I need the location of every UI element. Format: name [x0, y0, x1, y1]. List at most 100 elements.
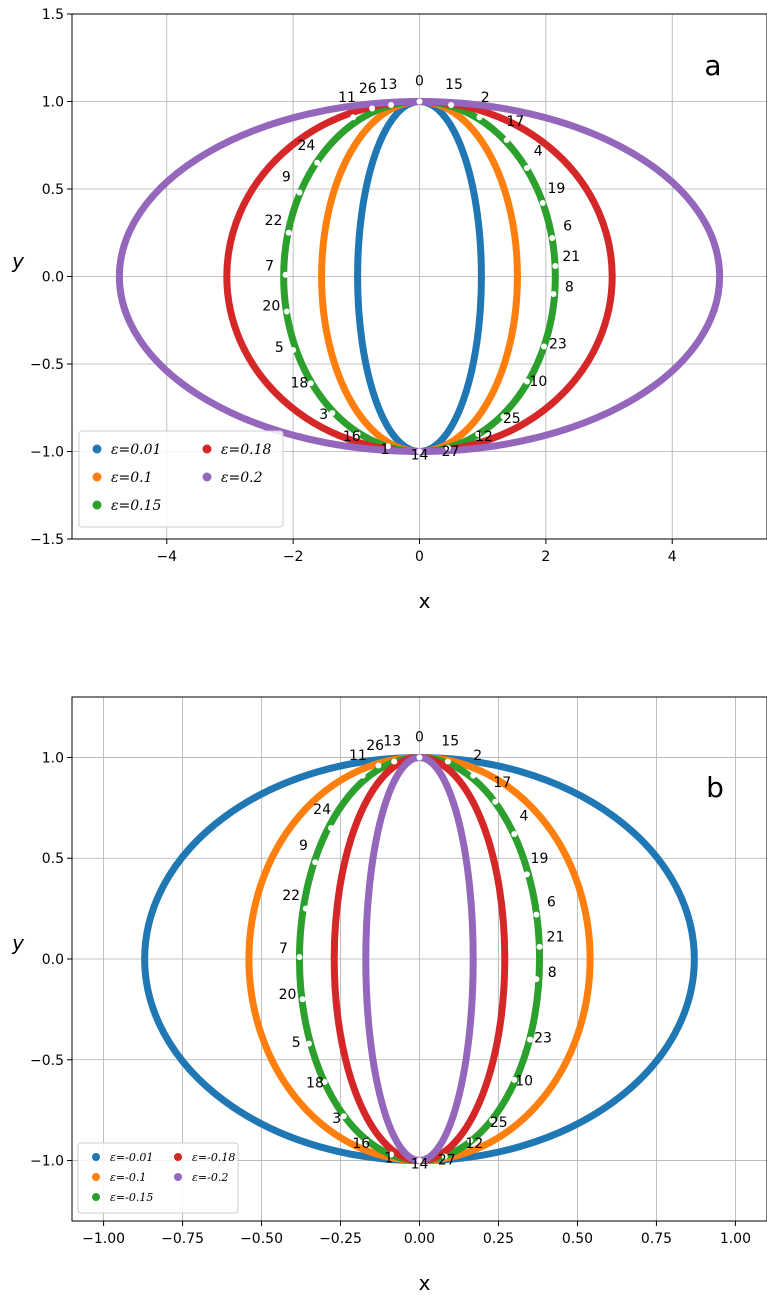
legend-box	[77, 1142, 239, 1214]
x-tick-label: 0	[415, 549, 424, 565]
y-axis-label: y	[11, 249, 25, 273]
y-tick-label: −1.0	[30, 445, 64, 461]
legend: ε=0.01 ε=0.1 ε=0.15 ε=0.18 ε=0.2	[78, 430, 284, 528]
data-point	[416, 1157, 423, 1164]
point-label: 4	[534, 143, 543, 159]
point-label: 3	[319, 407, 328, 423]
legend-marker	[174, 1173, 182, 1181]
legend-marker	[92, 472, 102, 482]
point-label: 5	[292, 1035, 301, 1051]
point-label: 2	[481, 90, 490, 106]
point-label: 18	[290, 376, 308, 392]
y-tick-label: 0.0	[42, 270, 64, 286]
point-label: 0	[415, 729, 424, 745]
point-label: 9	[282, 170, 291, 186]
data-point	[296, 953, 303, 960]
legend-entry: ε=0.1	[111, 470, 153, 486]
point-label: 16	[343, 429, 361, 445]
x-tick-label: 1.00	[720, 1231, 751, 1247]
legend-entry: ε=-0.2	[192, 1171, 228, 1184]
y-tick-label: −1.5	[30, 532, 64, 548]
point-label: 23	[549, 336, 567, 352]
point-label: 8	[548, 965, 557, 981]
point-label: 4	[519, 808, 528, 824]
legend-entry: ε=0.01	[111, 442, 161, 458]
x-axis-label: x	[419, 1271, 431, 1295]
x-tick-label: 4	[668, 549, 677, 565]
data-point	[362, 1137, 369, 1144]
point-label: 1	[384, 1150, 393, 1166]
legend-marker	[202, 444, 212, 454]
point-label: 20	[262, 299, 280, 315]
data-point	[511, 831, 518, 838]
point-label: 6	[563, 219, 572, 235]
y-tick-label: 1.0	[42, 750, 64, 766]
point-label: 24	[298, 138, 316, 154]
point-label: 13	[383, 734, 401, 750]
y-tick-label: 1.0	[42, 95, 64, 111]
data-point	[470, 772, 477, 779]
data-point	[448, 102, 455, 108]
point-label: 16	[352, 1136, 370, 1152]
data-point	[359, 772, 366, 779]
x-tick-label: 2	[541, 549, 550, 565]
point-label: 10	[529, 374, 547, 390]
point-label: 15	[441, 734, 459, 750]
x-tick-label: −0.75	[161, 1231, 204, 1247]
legend: ε=-0.01 ε=-0.1 ε=-0.15 ε=-0.18 ε=-0.2	[77, 1142, 239, 1214]
point-label: 11	[349, 748, 367, 764]
point-label: 2	[473, 748, 482, 764]
data-point	[476, 114, 483, 121]
data-point	[384, 443, 391, 450]
point-label: 27	[442, 444, 460, 460]
panel-a: 0123456789101112131415161718192021222324…	[11, 7, 767, 613]
x-tick-label: 0.75	[641, 1231, 672, 1247]
legend-entry: ε=-0.01	[110, 1151, 153, 1164]
point-label: 13	[380, 77, 398, 93]
data-point	[391, 758, 398, 765]
data-point	[523, 165, 530, 171]
data-point	[444, 445, 451, 451]
point-label: 17	[506, 114, 524, 130]
panel-label: a	[704, 49, 721, 82]
data-point	[305, 1040, 312, 1047]
data-point	[550, 291, 557, 297]
point-label: 18	[306, 1075, 324, 1091]
data-point	[296, 189, 303, 196]
x-tick-label: 0.50	[562, 1231, 593, 1247]
x-tick-label: −4	[156, 549, 177, 565]
data-point	[527, 1036, 534, 1043]
data-point	[549, 235, 556, 241]
data-point	[312, 859, 319, 866]
data-point	[375, 762, 382, 769]
x-axis-label: x	[419, 589, 431, 613]
data-point	[340, 1113, 347, 1120]
point-label: 8	[565, 280, 574, 296]
data-point	[540, 343, 547, 350]
data-point	[302, 905, 309, 912]
point-label: 3	[332, 1111, 341, 1127]
y-tick-label: 0.0	[42, 952, 64, 968]
point-label: 12	[475, 429, 493, 445]
legend-entry: ε=-0.1	[110, 1171, 146, 1184]
legend-marker	[92, 1153, 100, 1161]
legend-marker	[92, 1193, 100, 1201]
data-point	[523, 378, 530, 385]
data-point	[536, 943, 543, 950]
point-label: 14	[411, 448, 429, 464]
point-label: 15	[445, 77, 463, 93]
data-point	[314, 159, 321, 166]
data-point	[354, 431, 361, 437]
data-point	[492, 798, 499, 805]
data-point	[533, 911, 540, 918]
point-label: 1	[381, 442, 390, 458]
data-point	[307, 380, 314, 387]
y-tick-label: 0.5	[42, 851, 64, 867]
point-label: 24	[313, 802, 331, 818]
point-label: 21	[562, 249, 580, 265]
x-tick-label: 0.25	[483, 1231, 514, 1247]
legend-entry: ε=-0.15	[110, 1191, 153, 1204]
data-point	[329, 410, 336, 416]
data-point	[475, 431, 482, 437]
